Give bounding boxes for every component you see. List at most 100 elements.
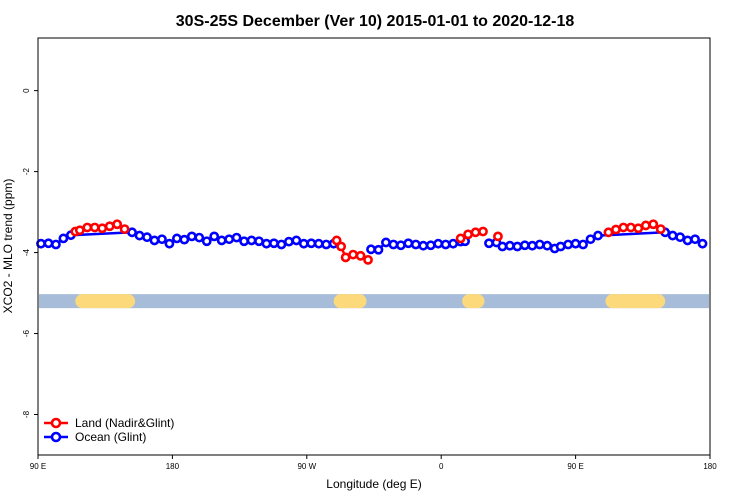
ocean-point: [298, 238, 309, 249]
ocean-point: [519, 240, 530, 251]
x-tick-label: 90 E: [567, 462, 583, 471]
ocean-point: [433, 238, 444, 249]
land-point: [478, 226, 488, 237]
ocean-point: [239, 236, 249, 247]
ocean-point: [410, 239, 421, 250]
ocean-point: [527, 240, 538, 251]
y-tick-label: -6: [22, 329, 31, 337]
ocean-point: [570, 238, 581, 249]
ocean-point: [254, 236, 264, 247]
ocean-point: [194, 232, 205, 243]
ocean-point: [246, 235, 257, 246]
ocean-point: [157, 234, 167, 245]
land-point: [455, 233, 466, 244]
land-band-3: [605, 294, 666, 309]
ocean-point: [440, 239, 451, 250]
ocean-point: [179, 234, 190, 245]
ocean-point: [504, 240, 515, 251]
ocean-point: [134, 230, 145, 241]
ocean-point: [682, 235, 693, 246]
legend: Land (Nadir&Glint)Ocean (Glint): [44, 416, 174, 444]
x-tick-label: 180: [166, 462, 180, 471]
ocean-point: [291, 235, 302, 246]
plot-frame: [37, 37, 711, 456]
ocean-point: [697, 238, 708, 249]
y-tick-label: -8: [22, 410, 31, 418]
ocean-point: [448, 238, 459, 249]
land-point: [112, 219, 123, 230]
land-point: [363, 254, 373, 265]
ocean-point: [563, 239, 574, 250]
ocean-point: [313, 238, 324, 249]
ocean-point: [388, 239, 399, 250]
ocean-point: [578, 239, 588, 250]
ocean-point: [149, 235, 160, 246]
ocean-point: [58, 233, 69, 244]
land-point: [603, 227, 614, 238]
ocean-point: [201, 236, 212, 247]
land-point: [633, 223, 644, 234]
y-tick-label: 0: [22, 88, 31, 93]
ocean-point: [261, 238, 272, 249]
land-point: [97, 223, 108, 234]
land-point: [625, 222, 636, 233]
land-point: [648, 219, 659, 230]
legend-label-land: Land (Nadir&Glint): [75, 416, 174, 430]
x-tick-label: 90 E: [30, 462, 46, 471]
land-point: [331, 235, 342, 246]
ocean-point: [142, 232, 152, 243]
ocean-series: [36, 227, 708, 255]
land-point: [104, 221, 115, 232]
series-layer: [36, 219, 708, 265]
legend-marker-ocean: [50, 431, 62, 443]
ocean-point: [512, 241, 523, 252]
ocean-point: [209, 231, 220, 242]
ocean-point: [231, 232, 242, 243]
land-point: [89, 222, 100, 233]
x-tick-label: 180: [703, 462, 717, 471]
ocean-point: [667, 230, 678, 241]
y-axis-label: XCO2 - MLO trend (ppm): [1, 179, 15, 314]
chart-title: 30S-25S December (Ver 10) 2015-01-01 to …: [176, 13, 575, 30]
y-axis: 0 -2 -4 -6 -8: [22, 88, 38, 418]
land-point: [74, 225, 85, 236]
ocean-point: [425, 240, 436, 251]
ocean-point: [403, 238, 414, 249]
ocean-point: [164, 238, 175, 249]
land-point: [355, 250, 366, 261]
land-point: [336, 241, 347, 252]
land-ocean-mask: [39, 294, 709, 309]
x-tick-label: 0: [439, 462, 444, 471]
ocean-point: [690, 234, 700, 245]
land-point: [82, 222, 93, 233]
ocean-point: [593, 230, 603, 241]
legend-label-ocean: Ocean (Glint): [75, 430, 146, 444]
land-point: [618, 222, 629, 233]
ocean-point: [51, 239, 61, 250]
land-band-2: [462, 294, 485, 309]
ocean-point: [555, 241, 566, 252]
land-point: [463, 229, 473, 240]
ocean-point: [381, 237, 391, 248]
land-point: [655, 224, 666, 234]
ocean-point: [366, 244, 376, 255]
ocean-point: [418, 240, 429, 251]
x-axis-label: Longitude (deg E): [326, 477, 421, 491]
land-point: [493, 231, 503, 242]
ocean-point: [497, 241, 508, 252]
ocean-point: [395, 240, 406, 251]
ocean-point: [216, 235, 227, 246]
ocean-point: [269, 238, 279, 249]
land-point: [611, 224, 621, 235]
ocean-point: [321, 239, 332, 250]
land-point: [340, 252, 351, 263]
ocean-point: [585, 234, 596, 245]
y-tick-label: -4: [22, 248, 31, 256]
land-series: [70, 219, 666, 265]
land-point: [640, 220, 651, 231]
ocean-point: [171, 233, 182, 244]
ocean-point: [542, 240, 553, 251]
ocean-point: [306, 238, 317, 249]
ocean-point: [43, 238, 54, 249]
